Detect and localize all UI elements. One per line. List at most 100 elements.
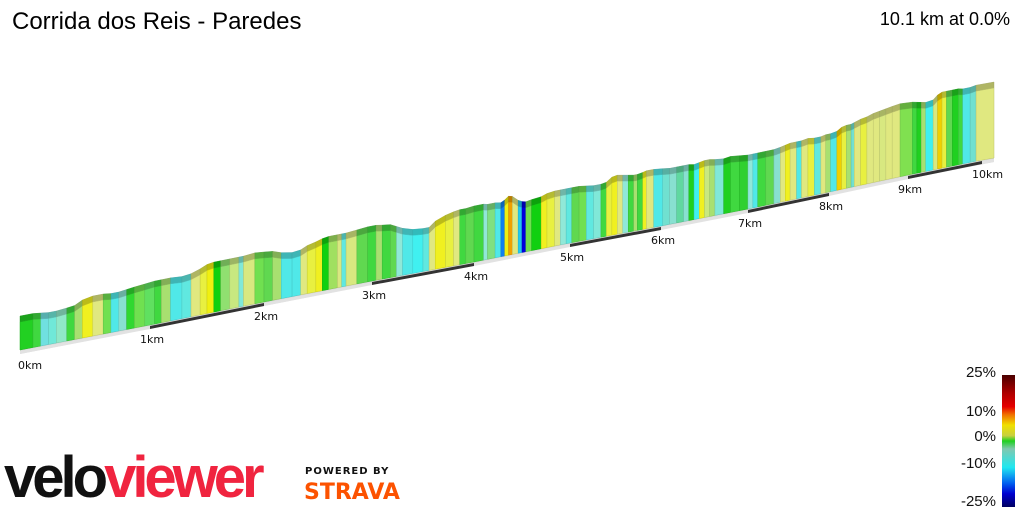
gradient-segment bbox=[181, 279, 192, 319]
gradient-segment bbox=[126, 292, 135, 330]
gradient-segment bbox=[118, 295, 127, 332]
gradient-segment bbox=[341, 238, 347, 288]
gradient-segment bbox=[110, 297, 120, 333]
gradient-segment bbox=[494, 208, 502, 259]
gradient-segment bbox=[206, 267, 215, 314]
gradient-segment bbox=[19, 319, 34, 351]
gradient-segment bbox=[322, 242, 330, 291]
elevation-strip bbox=[19, 81, 995, 354]
gradient-segment bbox=[676, 171, 684, 224]
gradient-segment bbox=[199, 270, 208, 316]
gradient-segment bbox=[662, 174, 670, 226]
gradient-segment bbox=[306, 247, 317, 294]
gradient-segment bbox=[356, 232, 368, 285]
gradient-segment bbox=[714, 164, 724, 216]
route-summary: 10.1 km at 0.0% bbox=[879, 9, 1010, 29]
gradient-segment bbox=[611, 180, 618, 236]
gradient-segment bbox=[765, 155, 775, 206]
km-label: 6km bbox=[651, 234, 675, 247]
gradient-segment bbox=[390, 230, 397, 278]
km-label: 7km bbox=[738, 217, 762, 230]
page-title: Corrida dos Reis - Paredes bbox=[12, 8, 302, 35]
gradient-segment bbox=[521, 207, 527, 253]
gradient-segment bbox=[134, 289, 146, 329]
gradient-segment bbox=[730, 161, 740, 213]
gradient-segment bbox=[709, 165, 716, 217]
gradient-segment bbox=[773, 152, 781, 204]
gradient-segment bbox=[345, 235, 358, 287]
gradient-segment bbox=[434, 220, 446, 270]
gradient-segment bbox=[891, 109, 901, 179]
gradient-segment bbox=[300, 251, 308, 296]
gradient-segment bbox=[952, 94, 959, 167]
km-label: 9km bbox=[898, 183, 922, 196]
gradient-segment bbox=[593, 189, 602, 239]
legend-tick-minus10: -10% bbox=[960, 455, 996, 472]
gradient-segment bbox=[785, 148, 791, 202]
gradient-segment bbox=[412, 234, 424, 274]
gradient-segment bbox=[220, 264, 231, 312]
gradient-segment bbox=[483, 209, 488, 261]
gradient-segment bbox=[646, 175, 654, 230]
gradient-segment bbox=[969, 90, 977, 163]
gradient-segment bbox=[627, 180, 634, 233]
gradient-segment bbox=[825, 139, 831, 193]
gradient-segment bbox=[860, 122, 868, 186]
gradient-segment bbox=[254, 257, 265, 305]
gradient-segment bbox=[975, 87, 995, 162]
gradient-segment bbox=[820, 140, 827, 195]
gradient-segment bbox=[747, 159, 754, 210]
km-label: 3km bbox=[362, 289, 386, 302]
gradient-segment bbox=[925, 105, 934, 172]
gradient-segment bbox=[554, 195, 561, 247]
gradient-segment bbox=[213, 266, 221, 313]
gradient-segment bbox=[885, 112, 893, 181]
gradient-segment bbox=[606, 182, 613, 237]
gradient-segment bbox=[381, 230, 391, 280]
gradient-segment bbox=[291, 255, 301, 297]
gradient-legend: 25% 10% 0% -10% -25% bbox=[940, 364, 1024, 512]
gradient-segment bbox=[263, 257, 273, 303]
gradient-segment bbox=[854, 124, 861, 187]
gradient-segment bbox=[531, 202, 542, 251]
gradient-segment bbox=[92, 299, 104, 337]
gradient-segment bbox=[508, 201, 513, 256]
gradient-segment bbox=[836, 132, 842, 191]
km-label: 8km bbox=[819, 200, 843, 213]
gradient-segment bbox=[473, 209, 484, 263]
gradient-segment bbox=[699, 166, 705, 219]
gradient-segment bbox=[633, 180, 638, 232]
gradient-segment bbox=[74, 305, 83, 340]
gradient-segment bbox=[958, 94, 964, 166]
gradient-segment bbox=[367, 230, 377, 283]
gradient-segment bbox=[846, 129, 852, 189]
gradient-segment bbox=[229, 262, 240, 310]
km-label: 10km bbox=[972, 168, 1003, 181]
gradient-segment bbox=[445, 217, 454, 268]
gradient-segment bbox=[243, 258, 256, 307]
gradient-segment bbox=[921, 108, 927, 173]
gradient-segment bbox=[170, 282, 183, 322]
km-labels: 0km 1km 2km 3km 4km 5km 6km 7km 8km 9km 10km bbox=[18, 168, 1003, 372]
gradient-segment bbox=[586, 191, 594, 241]
legend-tick-0: 0% bbox=[974, 428, 996, 445]
gradient-segment bbox=[459, 214, 467, 265]
gradient-segment bbox=[757, 156, 767, 208]
gradient-segment bbox=[693, 168, 700, 220]
gradient-segment bbox=[941, 96, 947, 169]
gradient-segment bbox=[281, 258, 293, 299]
gradient-segment bbox=[578, 191, 587, 242]
veloviewer-logo: veloviewer bbox=[4, 445, 265, 510]
gradient-segment bbox=[144, 286, 155, 327]
gradient-segment bbox=[850, 128, 855, 188]
gradient-segment bbox=[937, 97, 943, 170]
gradient-segment bbox=[841, 130, 847, 190]
gradient-segment bbox=[600, 187, 607, 238]
gradient-segment bbox=[328, 240, 338, 290]
gradient-segment bbox=[807, 143, 815, 197]
gradient-segment bbox=[642, 176, 647, 230]
gradient-segment bbox=[899, 107, 913, 178]
gradient-segment bbox=[571, 191, 580, 243]
gradient-segment bbox=[723, 162, 731, 215]
gradient-segment bbox=[504, 201, 509, 257]
